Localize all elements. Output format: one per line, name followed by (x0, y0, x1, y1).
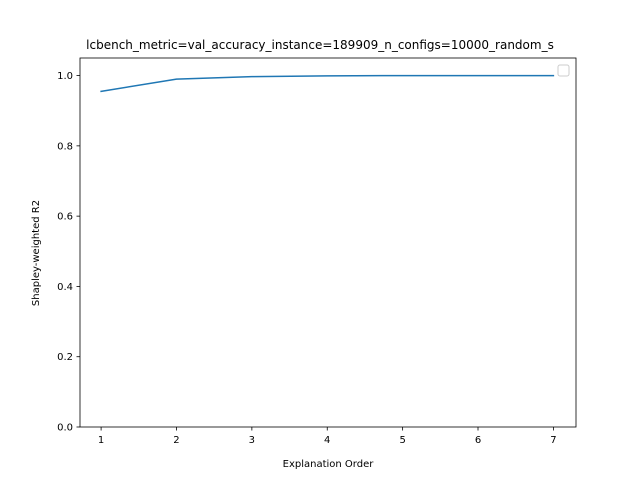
x-tick-label: 2 (173, 435, 179, 446)
legend-box (557, 64, 570, 77)
series-line-0 (100, 74, 555, 93)
y-tick-label: 0.4 (57, 282, 73, 293)
chart-title: lcbench_metric=val_accuracy_instance=189… (86, 38, 554, 52)
x-tick-label: 5 (399, 435, 405, 446)
y-tick-label: 0.6 (57, 212, 73, 223)
y-tick-label: 0.2 (57, 352, 73, 363)
axes-frame (79, 57, 577, 428)
x-tick-label: 4 (324, 435, 330, 446)
x-tick-label: 3 (249, 435, 255, 446)
y-tick-label: 0.8 (57, 141, 73, 152)
x-tick-label: 6 (475, 435, 481, 446)
plot-area: 0.0 0.2 0.4 0.6 0.8 1.0 1 2 3 4 5 6 7 (57, 57, 577, 446)
x-tick-label: 7 (550, 435, 556, 446)
y-tick-label: 0.0 (57, 423, 73, 434)
y-axis-label: Shapley-weighted R2 (31, 200, 42, 306)
y-tick-label: 1.0 (57, 71, 73, 82)
x-tick-label: 1 (98, 435, 104, 446)
x-axis-label: Explanation Order (283, 459, 375, 470)
